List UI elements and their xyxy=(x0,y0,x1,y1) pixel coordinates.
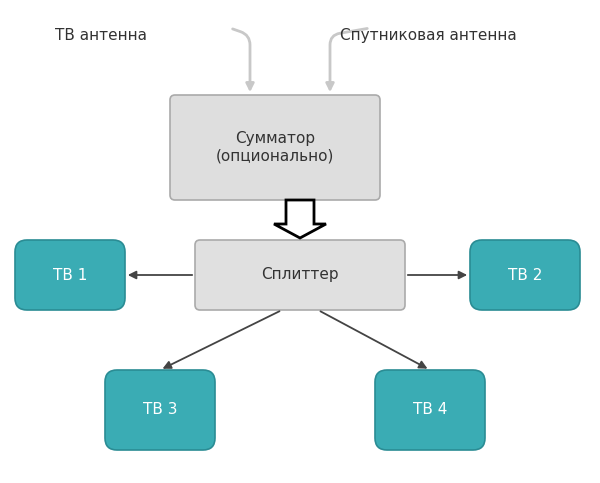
Text: Сумматор
(опционально): Сумматор (опционально) xyxy=(216,131,334,164)
FancyBboxPatch shape xyxy=(195,240,405,310)
Text: ТВ 3: ТВ 3 xyxy=(143,402,177,417)
FancyBboxPatch shape xyxy=(170,95,380,200)
FancyBboxPatch shape xyxy=(375,370,485,450)
Polygon shape xyxy=(274,200,326,238)
FancyBboxPatch shape xyxy=(105,370,215,450)
FancyBboxPatch shape xyxy=(470,240,580,310)
Text: ТВ 1: ТВ 1 xyxy=(53,268,87,283)
Text: ТВ антенна: ТВ антенна xyxy=(55,28,147,43)
Text: Спутниковая антенна: Спутниковая антенна xyxy=(340,28,517,43)
Text: ТВ 4: ТВ 4 xyxy=(413,402,447,417)
FancyBboxPatch shape xyxy=(15,240,125,310)
Text: Сплиттер: Сплиттер xyxy=(261,268,339,283)
Text: ТВ 2: ТВ 2 xyxy=(508,268,542,283)
